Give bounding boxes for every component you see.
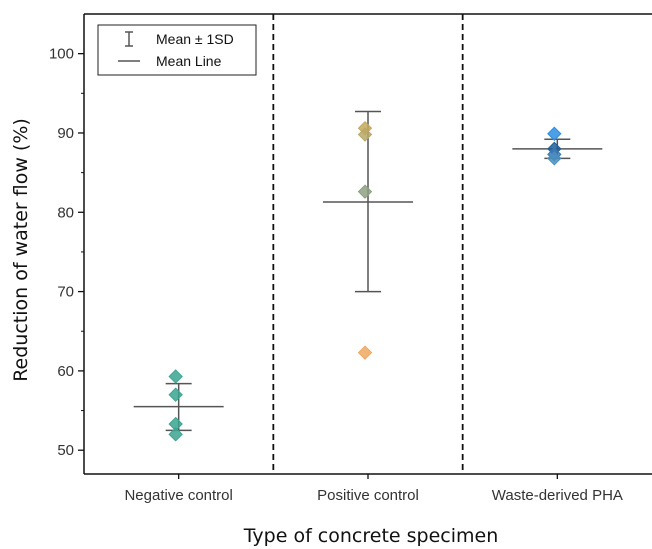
x-axis-title: Type of concrete specimen — [243, 525, 498, 547]
legend-box — [97, 24, 257, 76]
data-point — [357, 345, 373, 360]
y-tick-label: 100 — [49, 46, 74, 63]
data-point — [168, 369, 183, 384]
data-points — [168, 120, 562, 442]
y-axis: 50 60 70 80 90 100 — [49, 46, 84, 459]
x-axis: Negative control Positive control Waste-de… — [124, 474, 623, 504]
y-tick-label: 70 — [57, 284, 74, 301]
x-tick-label: Waste-derived PHA — [492, 487, 623, 504]
group-separators — [272, 14, 464, 474]
data-point — [547, 151, 562, 166]
error-bars — [133, 110, 603, 432]
x-tick-label: Negative control — [124, 487, 232, 504]
y-tick-label: 60 — [57, 363, 74, 380]
y-axis-title: Reduction of water flow (%) — [10, 118, 32, 382]
data-point — [357, 127, 373, 142]
legend-label-mean: Mean Line — [156, 53, 222, 69]
y-tick-label: 90 — [57, 125, 74, 142]
y-tick-label: 50 — [57, 442, 74, 459]
legend-errorbar-symbol — [125, 31, 133, 47]
data-point — [168, 427, 183, 442]
legend: Mean ± 1SD Mean Line — [97, 24, 257, 76]
legend-label-sd: Mean ± 1SD — [156, 31, 234, 47]
x-tick-label: Positive control — [317, 487, 419, 504]
data-point — [357, 184, 373, 199]
data-point — [168, 387, 183, 402]
data-point — [547, 126, 562, 141]
y-tick-label: 80 — [57, 204, 74, 221]
